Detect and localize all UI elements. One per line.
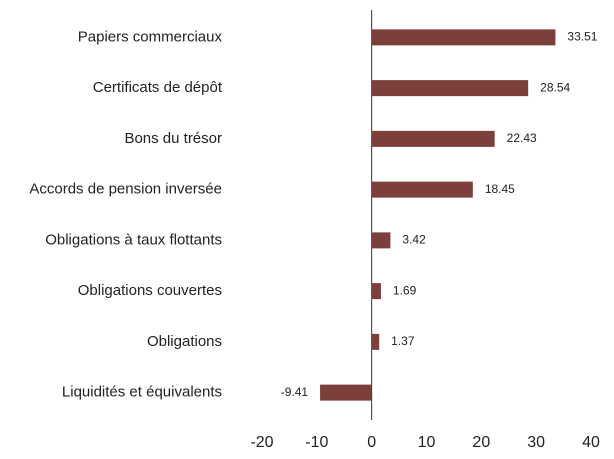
bar [371,29,556,46]
y-tick-label: Papiers commerciaux [78,28,223,45]
value-label: 1.37 [391,334,415,348]
value-label: 1.69 [393,283,417,297]
y-tick-label: Obligations à taux flottants [45,231,222,248]
bar [371,130,495,147]
y-tick-label: Obligations couvertes [78,282,222,299]
bar [371,80,529,97]
value-label: 18.45 [485,182,515,196]
x-tick-label: 10 [418,434,436,451]
bar [371,181,473,198]
x-tick-label: -20 [250,434,273,451]
x-tick-label: 20 [472,434,490,451]
y-tick-label: Liquidités et équivalents [62,384,222,401]
value-label: 3.42 [402,233,426,247]
value-label: 33.51 [567,30,597,44]
x-tick-label: 0 [367,434,376,451]
y-tick-label: Obligations [147,333,222,350]
y-tick-label: Accords de pension inversée [29,181,222,198]
x-tick-label: 30 [527,434,545,451]
x-tick-label: 40 [582,434,600,451]
value-label: 22.43 [507,131,537,145]
bar [371,232,391,249]
y-tick-label: Bons du trésor [124,130,222,147]
value-label: -9.41 [281,385,309,399]
value-label: 28.54 [540,80,570,94]
y-tick-label: Certificats de dépôt [93,79,223,96]
bar [371,283,381,300]
bar [371,333,380,350]
x-tick-label: -10 [305,434,328,451]
bar [320,384,372,401]
